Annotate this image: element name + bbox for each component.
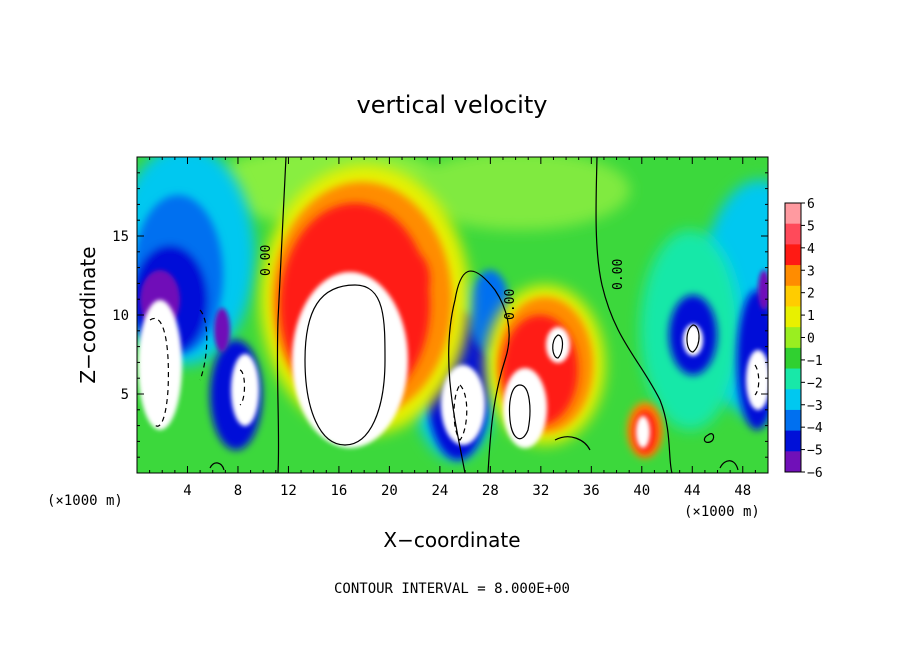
colorbar-label: 6 — [807, 197, 815, 212]
colorbar-label: 4 — [807, 242, 815, 257]
colorbar-label: −4 — [807, 421, 823, 436]
y-axis: 5 10 15 — [112, 172, 768, 458]
colorbar-label: 2 — [807, 287, 815, 302]
x-tick-label: 28 — [482, 483, 499, 499]
contour-interval-footer: CONTOUR INTERVAL = 8.000E+00 — [334, 581, 570, 597]
x-tick-label: 12 — [280, 483, 297, 499]
colorbar-label: −3 — [807, 399, 823, 414]
contour-label-1: 0.00 — [259, 245, 274, 276]
y-tick-label: 15 — [112, 229, 129, 245]
colorbar-swatch — [785, 203, 801, 225]
zero-contour-1 — [276, 157, 287, 473]
x-tick-label: 32 — [532, 483, 549, 499]
zero-contour-2 — [448, 270, 510, 473]
colorbar-swatch — [785, 306, 801, 328]
colorbar-label: −5 — [807, 444, 823, 459]
colorbar-swatch — [785, 389, 801, 411]
colorbar-swatch — [785, 430, 801, 452]
colorbar-label: 1 — [807, 309, 815, 324]
x-tick-label: 16 — [330, 483, 347, 499]
colorbar-swatch — [785, 265, 801, 287]
contour-label-2: 0.00 — [503, 289, 518, 320]
x-tick-label: 4 — [183, 483, 191, 499]
x-tick-label: 8 — [234, 483, 242, 499]
colorbar-swatch — [785, 409, 801, 432]
colorbar-swatch — [785, 451, 801, 473]
colorbar-label: −1 — [807, 354, 823, 369]
colorbar-swatch — [785, 347, 801, 370]
colorbar-swatch — [785, 368, 801, 390]
contour-label-3: 0.00 — [611, 259, 626, 290]
x-tick-label: 40 — [633, 483, 650, 499]
colorbar-swatch — [785, 327, 801, 349]
colorbar-label: 0 — [807, 332, 815, 347]
colorbar-swatch — [785, 223, 801, 245]
y-tick-label: 5 — [121, 387, 129, 403]
chart-title: vertical velocity — [357, 91, 548, 119]
x-unit-left: (×1000 m) — [47, 493, 123, 509]
colorbar-label: −2 — [807, 376, 823, 391]
x-axis: 4 8 12 16 20 24 28 32 36 40 44 48 — [149, 157, 756, 499]
x-tick-label: 20 — [381, 483, 398, 499]
zero-contour-3 — [595, 157, 673, 473]
colorbar: 6 5 4 3 2 1 0 −1 −2 −3 −4 −5 −6 — [784, 197, 823, 481]
x-tick-label: 36 — [583, 483, 600, 499]
colorbar-swatch — [785, 285, 801, 307]
heatmap-field: 0.00 0.00 0.00 — [137, 157, 768, 473]
x-axis-label: X−coordinate — [383, 528, 520, 552]
contour-lines — [149, 157, 760, 473]
colorbar-label: 3 — [807, 264, 815, 279]
y-tick-label: 10 — [112, 308, 129, 324]
colorbar-label: −6 — [807, 466, 823, 481]
x-unit-right: (×1000 m) — [684, 504, 760, 520]
x-tick-label: 24 — [431, 483, 448, 499]
colorbar-label: 5 — [807, 219, 815, 234]
y-axis-label: Z−coordinate — [76, 246, 100, 383]
colorbar-swatch — [785, 244, 801, 266]
x-tick-label: 48 — [734, 483, 751, 499]
x-tick-label: 44 — [684, 483, 701, 499]
